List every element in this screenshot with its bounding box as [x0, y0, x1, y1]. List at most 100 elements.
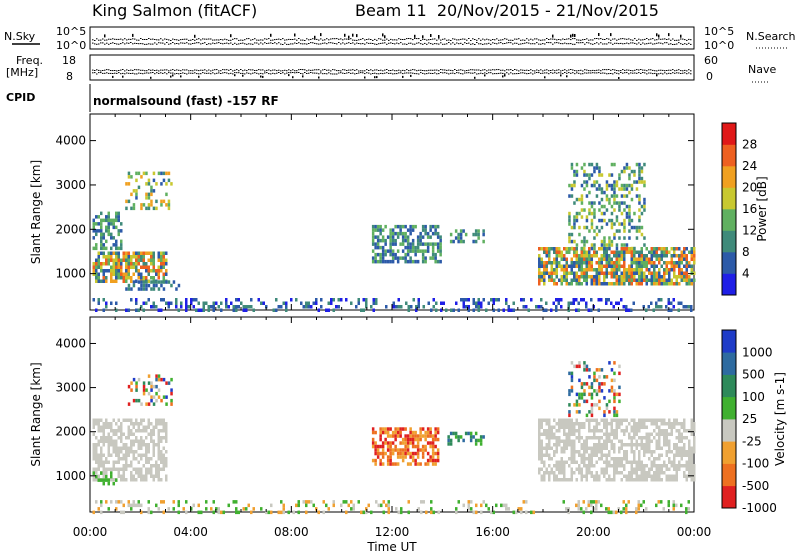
nsky-sample: [128, 38, 130, 40]
heatmap-cell: [683, 254, 686, 258]
heatmap-cell: [137, 398, 141, 403]
nsky-sample: [136, 39, 138, 41]
heatmap-cell: [555, 271, 558, 275]
heatmap-cell: [583, 169, 586, 174]
heatmap-cell: [371, 441, 375, 445]
heatmap-cell: [668, 460, 671, 464]
heatmap-cell: [140, 429, 143, 433]
heatmap-cell: [372, 298, 375, 302]
heatmap-cell: [675, 422, 678, 426]
nsearch-sample: [662, 43, 664, 45]
nave-sample: [358, 72, 360, 74]
freq-sample: [682, 70, 684, 72]
heatmap-cell: [127, 175, 131, 179]
nsearch-sample: [102, 42, 104, 44]
heatmap-cell: [384, 224, 387, 229]
heatmap-cell: [162, 464, 165, 468]
heatmap-cell: [220, 301, 223, 305]
nsearch-sample: [254, 42, 256, 44]
heatmap-cell: [416, 259, 420, 264]
heatmap-cell: [391, 430, 395, 435]
heatmap-cell: [415, 308, 418, 312]
nsearch-sample: [360, 43, 362, 45]
nsky-sample: [348, 38, 350, 40]
heatmap-cell: [130, 443, 133, 447]
nsearch-sample: [684, 43, 686, 45]
heatmap-cell: [217, 507, 220, 511]
heatmap-cell: [97, 453, 100, 457]
heatmap-cell: [678, 453, 681, 457]
heatmap-cell: [685, 257, 688, 261]
heatmap-cell: [587, 503, 590, 508]
heatmap-cell: [623, 169, 626, 174]
heatmap-cell: [115, 443, 118, 447]
nave-spike: [172, 74, 174, 77]
heatmap-cell: [555, 261, 558, 265]
heatmap-cell: [160, 265, 163, 269]
heatmap-cell: [110, 471, 113, 475]
heatmap-cell: [595, 225, 599, 230]
heatmap-cell: [640, 275, 643, 279]
nave-sample: [376, 73, 378, 75]
heatmap-cell: [137, 280, 141, 284]
heatmap-cell: [607, 510, 610, 515]
nsky-sample: [264, 38, 266, 40]
heatmap-cell: [389, 238, 392, 243]
freq-sample: [516, 69, 518, 71]
nsearch-sample: [362, 43, 364, 45]
heatmap-cell: [455, 510, 458, 515]
heatmap-cell: [137, 171, 141, 176]
heatmap-cell: [125, 308, 128, 312]
heatmap-cell: [635, 257, 638, 261]
y-tick-label: 1000: [55, 469, 86, 483]
heatmap-cell: [655, 301, 658, 305]
freq-sample: [238, 70, 240, 72]
heatmap-cell: [648, 450, 651, 454]
freq-sample: [488, 69, 490, 71]
heatmap-cell: [210, 507, 213, 511]
heatmap-cell: [605, 187, 609, 191]
heatmap-cell: [595, 368, 599, 372]
heatmap-cell: [397, 510, 400, 515]
freq-sample: [210, 70, 212, 72]
heatmap-cell: [419, 235, 422, 239]
heatmap-cell: [429, 458, 432, 463]
heatmap-cell: [137, 500, 140, 504]
heatmap-cell: [650, 282, 653, 286]
heatmap-cell: [680, 457, 683, 461]
heatmap-cell: [685, 254, 688, 258]
heatmap-cell: [117, 262, 120, 266]
heatmap-cell: [673, 474, 676, 478]
nave-sample: [338, 72, 340, 74]
heatmap-cell: [613, 194, 616, 198]
heatmap-cell: [399, 430, 402, 435]
nsky-sample: [188, 39, 190, 41]
nave-sample: [304, 72, 306, 73]
heatmap-cell: [495, 298, 498, 302]
heatmap-cell: [152, 429, 155, 433]
heatmap-cell: [627, 500, 630, 504]
nsky-sample: [580, 39, 582, 41]
heatmap-cell: [386, 249, 390, 253]
heatmap-cell: [155, 182, 158, 186]
nsky-sample: [222, 39, 224, 41]
heatmap-cell: [673, 464, 676, 468]
heatmap-cell: [580, 254, 583, 258]
nsearch-sample: [392, 43, 394, 44]
heatmap-cell: [122, 446, 125, 450]
heatmap-cell: [682, 305, 685, 309]
nsky-sample: [166, 38, 168, 40]
heatmap-cell: [160, 418, 163, 422]
heatmap-cell: [372, 301, 375, 305]
heatmap-cell: [135, 279, 138, 283]
heatmap-cell: [638, 282, 641, 286]
nsky-sample: [260, 39, 262, 41]
heatmap-cell: [135, 265, 138, 269]
heatmap-cell: [555, 439, 558, 443]
heatmap-cell: [459, 236, 463, 240]
heatmap-cell: [157, 474, 160, 478]
heatmap-cell: [100, 478, 103, 482]
heatmap-cell: [685, 264, 688, 268]
nsky-sample: [586, 38, 588, 40]
heatmap-cell: [635, 510, 638, 515]
